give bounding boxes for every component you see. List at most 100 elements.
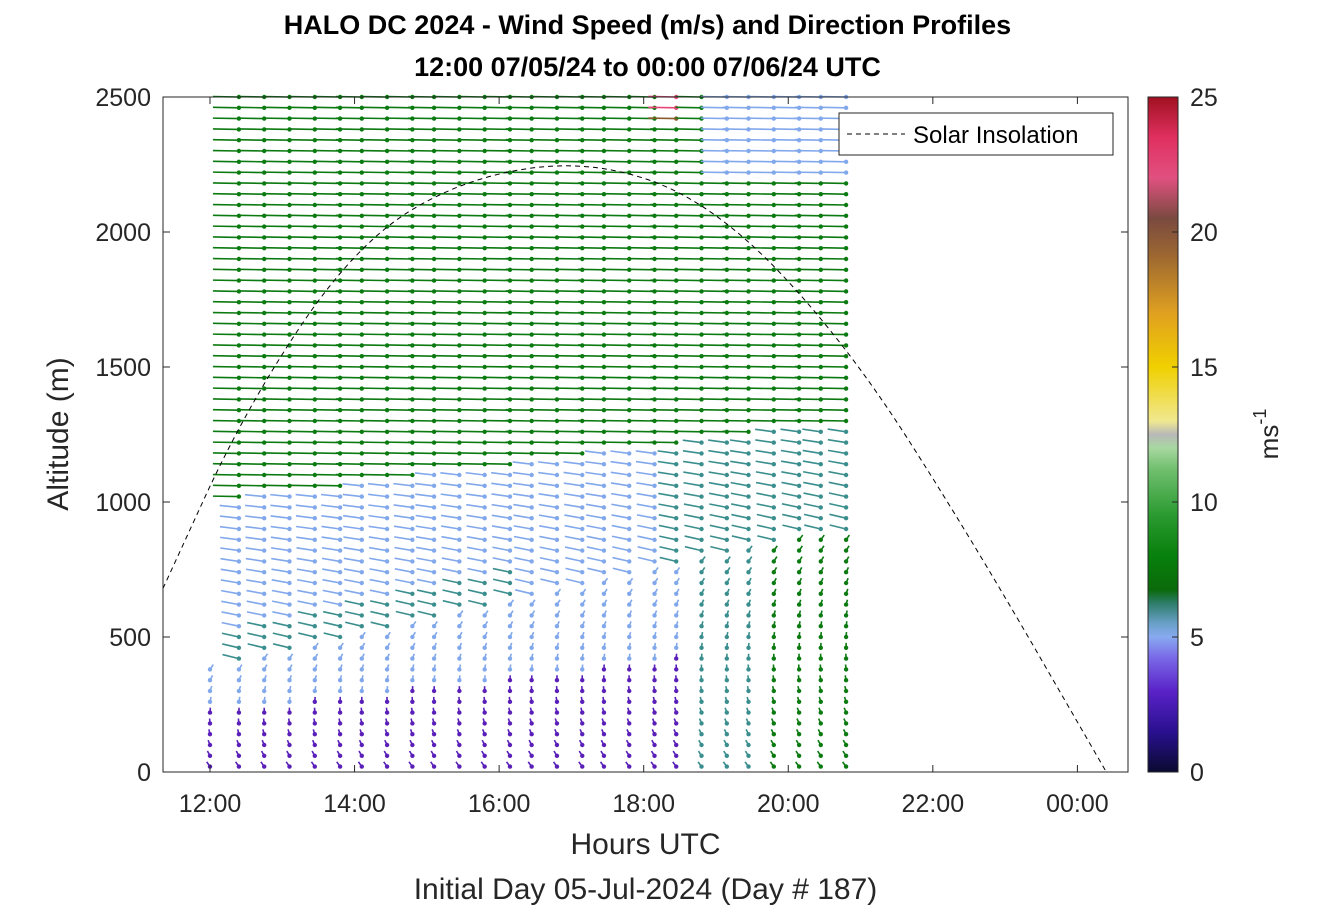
wind-barb-point bbox=[261, 699, 267, 704]
wind-barb-point bbox=[529, 764, 534, 769]
wind-barb-point bbox=[699, 516, 704, 521]
wind-barb bbox=[708, 460, 727, 465]
wind-barb bbox=[781, 481, 800, 487]
wind-barb bbox=[296, 525, 315, 530]
wind-barb-point bbox=[771, 483, 777, 488]
wind-barb bbox=[731, 513, 749, 519]
plot-area bbox=[162, 96, 1129, 773]
wind-barb-point bbox=[601, 656, 607, 661]
wind-barb-point bbox=[746, 559, 751, 564]
wind-barb-point bbox=[431, 688, 437, 694]
wind-barb bbox=[802, 428, 821, 433]
wind-barb-point bbox=[699, 591, 704, 596]
wind-barb-point bbox=[627, 753, 632, 758]
wind-barb-point bbox=[554, 472, 560, 478]
wind-barb-point bbox=[746, 634, 751, 640]
wind-barb-point bbox=[337, 667, 343, 672]
wind-barb bbox=[222, 643, 240, 649]
wind-barb bbox=[416, 578, 435, 584]
wind-barb bbox=[244, 493, 265, 498]
wind-barb-point bbox=[771, 678, 777, 683]
wind-barb bbox=[731, 535, 749, 541]
wind-barb bbox=[514, 546, 532, 552]
wind-barb bbox=[828, 481, 847, 487]
wind-barb-point bbox=[261, 580, 267, 586]
wind-barb bbox=[441, 557, 460, 563]
wind-barb-point bbox=[843, 235, 849, 240]
wind-barb-point bbox=[261, 678, 267, 683]
wind-barb-point bbox=[724, 440, 730, 445]
wind-barb bbox=[343, 536, 362, 541]
wind-barb bbox=[466, 535, 485, 541]
wind-barb-point bbox=[724, 462, 730, 467]
wind-barb bbox=[709, 535, 727, 541]
wind-barb-point bbox=[724, 721, 730, 726]
wind-barb-point bbox=[236, 688, 242, 694]
wind-barb bbox=[417, 599, 435, 606]
wind-barb-point bbox=[699, 710, 704, 715]
wind-barb-point bbox=[746, 645, 751, 650]
wind-barb-point bbox=[312, 526, 317, 532]
wind-barb-point bbox=[627, 537, 632, 542]
wind-barb-point bbox=[312, 710, 317, 715]
wind-barb bbox=[467, 567, 485, 573]
wind-barb bbox=[491, 493, 511, 498]
wind-barb-point bbox=[724, 645, 730, 650]
wind-barb-point bbox=[796, 645, 802, 650]
wind-barb bbox=[756, 503, 774, 509]
wind-barb-point bbox=[359, 634, 364, 640]
wind-barb-point bbox=[312, 732, 317, 737]
wind-barb-point bbox=[236, 516, 242, 521]
wind-barb-point bbox=[529, 505, 534, 510]
wind-barb-point bbox=[554, 721, 560, 726]
wind-barb bbox=[804, 524, 821, 530]
wind-barb bbox=[756, 492, 774, 498]
wind-barb-point bbox=[554, 559, 560, 564]
wind-barb bbox=[585, 492, 605, 498]
wind-barb bbox=[369, 557, 388, 563]
wind-barb bbox=[731, 524, 749, 530]
wind-barb bbox=[514, 557, 532, 563]
wind-barb bbox=[563, 471, 583, 476]
wind-barb-point bbox=[699, 688, 704, 694]
wind-barb bbox=[221, 621, 240, 627]
wind-barb-point bbox=[580, 462, 585, 467]
wind-barb-point bbox=[843, 634, 849, 640]
wind-barb-point bbox=[507, 537, 513, 542]
wind-barb-point bbox=[843, 462, 849, 467]
wind-barb-point bbox=[843, 343, 849, 348]
wind-barb-point bbox=[529, 742, 534, 748]
wind-barb bbox=[343, 557, 362, 563]
wind-barb-point bbox=[652, 710, 657, 715]
wind-barb bbox=[684, 535, 702, 541]
wind-barb-point bbox=[699, 667, 704, 672]
wind-barb bbox=[295, 515, 315, 519]
wind-barb-point bbox=[652, 667, 657, 672]
wind-barb-point bbox=[580, 505, 585, 510]
wind-barb bbox=[344, 610, 362, 617]
wind-barb-point bbox=[796, 462, 802, 467]
wind-barb-point bbox=[529, 602, 534, 607]
wind-barb-point bbox=[796, 688, 802, 694]
wind-barb-point bbox=[843, 721, 849, 726]
wind-barb-point bbox=[236, 624, 242, 629]
wind-barb bbox=[586, 546, 605, 552]
wind-barb-point bbox=[843, 548, 849, 553]
wind-barb bbox=[342, 514, 362, 519]
wind-barb-point bbox=[337, 721, 343, 726]
chart-title: HALO DC 2024 - Wind Speed (m/s) and Dire… bbox=[283, 10, 1012, 40]
wind-barb-point bbox=[482, 537, 487, 542]
wind-barb-point bbox=[601, 753, 607, 758]
wind-barb-point bbox=[337, 537, 343, 542]
wind-barb-point bbox=[818, 591, 823, 596]
wind-barb bbox=[219, 515, 239, 519]
wind-barb-point bbox=[554, 516, 560, 521]
wind-barb bbox=[682, 439, 702, 444]
wind-barb-point bbox=[337, 634, 343, 640]
wind-barb-point bbox=[482, 634, 487, 640]
wind-barb bbox=[659, 535, 677, 541]
wind-barb-point bbox=[312, 634, 317, 640]
wind-barb-point bbox=[843, 440, 849, 445]
wind-barb-point bbox=[207, 742, 213, 748]
wind-barb-point bbox=[287, 764, 292, 769]
